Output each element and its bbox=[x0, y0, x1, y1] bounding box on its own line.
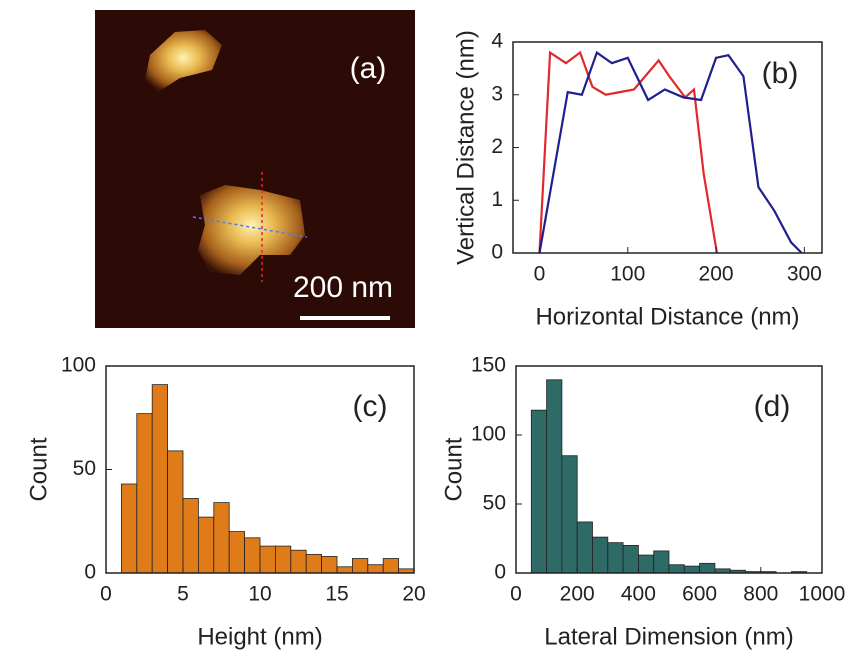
histogram-bar bbox=[136, 413, 153, 574]
flake bbox=[198, 185, 305, 275]
histogram-bar bbox=[607, 542, 624, 574]
histogram-bar bbox=[561, 455, 578, 574]
axes-frame bbox=[515, 365, 823, 574]
histogram-bar bbox=[244, 537, 261, 574]
scale-bar-label: 200 nm bbox=[293, 271, 393, 304]
histogram-bar bbox=[321, 556, 338, 574]
histogram-bar bbox=[182, 498, 199, 574]
histogram-bar bbox=[197, 516, 215, 574]
histogram-bar bbox=[668, 564, 685, 574]
y-tick-label: 100 bbox=[61, 354, 96, 377]
histogram-bar bbox=[151, 384, 168, 574]
histogram-bar bbox=[213, 502, 230, 574]
x-tick-label: 400 bbox=[621, 583, 656, 606]
histogram-bar bbox=[622, 545, 639, 574]
x-axis-label: Horizontal Distance (nm) bbox=[535, 303, 799, 330]
x-tick-label: 1000 bbox=[799, 583, 846, 606]
histogram-bar bbox=[382, 558, 400, 574]
histogram-bar bbox=[367, 564, 384, 574]
x-tick-label: 300 bbox=[787, 263, 822, 286]
histogram-bar bbox=[530, 409, 547, 574]
y-tick-label: 3 bbox=[491, 82, 503, 105]
histogram-bar bbox=[336, 566, 353, 574]
x-tick-label: 0 bbox=[100, 583, 112, 606]
histogram-bar bbox=[167, 450, 184, 574]
y-tick-label: 0 bbox=[491, 241, 503, 264]
profile-line bbox=[192, 216, 308, 238]
x-tick-label: 100 bbox=[610, 263, 645, 286]
y-axis-label: Vertical Distance (nm) bbox=[452, 30, 479, 265]
y-axis-label: Count bbox=[440, 437, 467, 501]
y-tick-label: 2 bbox=[491, 135, 503, 158]
histogram-bar bbox=[290, 549, 307, 574]
afm-image: (a) 200 nm bbox=[95, 10, 415, 328]
x-axis-label: Height (nm) bbox=[197, 623, 322, 650]
histogram-bar bbox=[592, 536, 609, 574]
histogram-bar bbox=[546, 379, 563, 574]
flake bbox=[145, 30, 222, 92]
x-axis-label: Lateral Dimension (nm) bbox=[544, 623, 793, 650]
histogram-bar bbox=[305, 553, 323, 574]
panel-label: (a) bbox=[350, 52, 387, 85]
panel-label: (c) bbox=[353, 390, 388, 423]
y-tick-label: 0 bbox=[494, 561, 506, 584]
y-tick-label: 150 bbox=[471, 354, 506, 377]
histogram-bar bbox=[638, 554, 655, 574]
x-tick-label: 200 bbox=[699, 263, 734, 286]
x-tick-label: 15 bbox=[325, 583, 348, 606]
x-tick-label: 800 bbox=[743, 583, 778, 606]
histogram-bar bbox=[351, 558, 369, 574]
y-tick-label: 0 bbox=[84, 561, 96, 584]
histogram-bar bbox=[576, 521, 593, 574]
y-axis-label: Count bbox=[25, 437, 52, 501]
panel-label: (b) bbox=[762, 57, 799, 90]
image-background bbox=[95, 10, 415, 328]
data-line bbox=[538, 50, 803, 254]
histogram-bar bbox=[121, 483, 138, 574]
y-tick-label: 50 bbox=[73, 457, 96, 480]
histogram-bar bbox=[259, 545, 276, 574]
x-tick-label: 200 bbox=[560, 583, 595, 606]
x-tick-label: 10 bbox=[248, 583, 271, 606]
histogram-bar bbox=[228, 531, 245, 574]
histogram-bar bbox=[653, 550, 670, 574]
y-tick-label: 1 bbox=[491, 188, 503, 211]
x-tick-label: 0 bbox=[534, 263, 546, 286]
histogram-bar bbox=[683, 565, 700, 574]
data-line bbox=[538, 50, 719, 254]
x-tick-label: 0 bbox=[510, 583, 522, 606]
y-tick-label: 4 bbox=[491, 30, 503, 53]
histogram-bar bbox=[699, 562, 716, 574]
y-tick-label: 100 bbox=[471, 423, 506, 446]
panel-label: (d) bbox=[754, 390, 791, 423]
y-tick-label: 50 bbox=[483, 492, 506, 515]
x-tick-label: 5 bbox=[177, 583, 189, 606]
histogram-bar bbox=[274, 545, 292, 574]
x-tick-label: 600 bbox=[682, 583, 717, 606]
x-tick-label: 20 bbox=[402, 583, 425, 606]
